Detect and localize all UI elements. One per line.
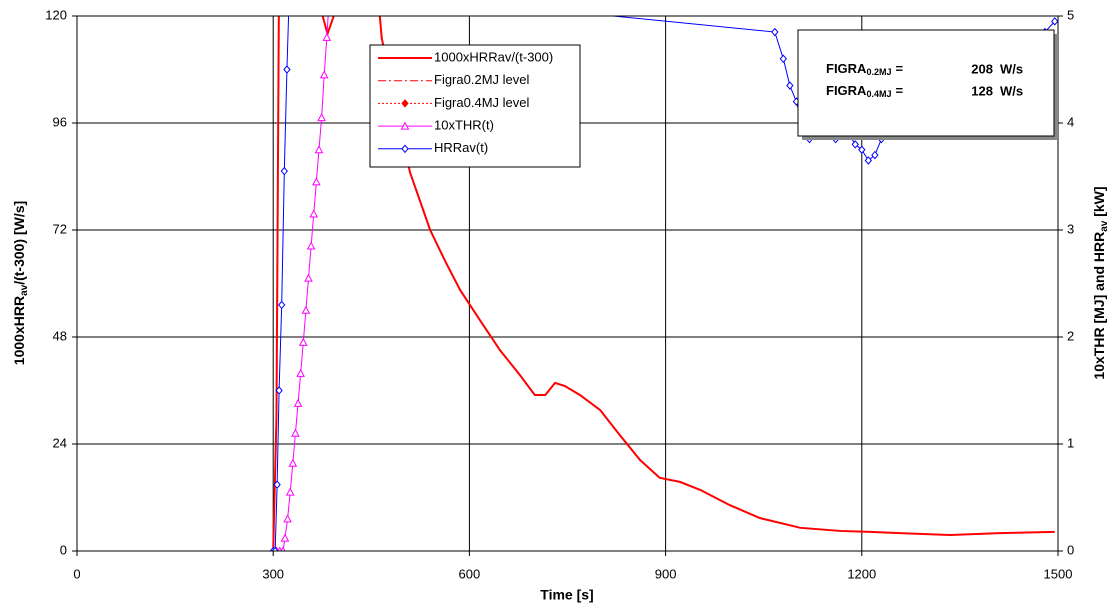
annotation-label: FIGRA0.4MJ =: [826, 83, 903, 99]
x-tick-label: 900: [655, 566, 677, 581]
y-title-main: 1000xHRR: [11, 296, 27, 365]
y-title-sub: av: [19, 284, 30, 296]
y2-tick-label: 1: [1067, 435, 1074, 450]
marker: [275, 386, 283, 395]
y2-tick-label: 4: [1067, 114, 1074, 129]
marker: [1051, 17, 1058, 26]
y-title-rest: /(t-300) [W/s]: [11, 201, 27, 285]
y2-title-sub: av: [1099, 220, 1110, 232]
marker: [291, 428, 300, 437]
legend-label: Figra0.2MJ level: [434, 72, 529, 87]
marker: [309, 209, 319, 218]
x-tick-label: 300: [262, 566, 284, 581]
marker: [298, 337, 308, 346]
marker: [401, 99, 409, 108]
y2-tick-label: 0: [1067, 542, 1074, 557]
y2-title-rest: [kW]: [1091, 186, 1107, 220]
marker: [304, 273, 313, 282]
x-tick-label: 1500: [1044, 566, 1073, 581]
y-tick-label: 96: [53, 114, 67, 129]
legend-label: 10xTHR(t): [434, 118, 494, 133]
y-tick-label: 72: [53, 221, 67, 236]
marker: [400, 121, 410, 130]
marker: [317, 113, 326, 122]
y-tick-label: 24: [53, 435, 67, 450]
annotation-value: 208: [971, 61, 993, 76]
y2-tick-label: 2: [1067, 328, 1074, 343]
marker: [283, 514, 292, 523]
plot-frame: [76, 15, 1059, 552]
marker: [293, 398, 303, 407]
annotation-unit: W/s: [1000, 83, 1023, 98]
annotation-unit: W/s: [1000, 61, 1023, 76]
y2-tick-label: 3: [1067, 221, 1074, 236]
annotation-frame: [797, 29, 1055, 137]
marker: [779, 54, 787, 64]
marker: [786, 81, 794, 90]
marker: [864, 156, 872, 165]
marker: [283, 65, 291, 74]
legend-label: 1000xHRRav/(t-300): [434, 49, 553, 64]
marker: [306, 241, 316, 250]
y2-axis-title: 10xTHR [MJ] and HRRav [kW]: [1091, 186, 1110, 379]
marker: [285, 487, 295, 496]
x-tick-label: 0: [73, 566, 80, 581]
marker: [771, 27, 779, 37]
marker: [312, 177, 321, 186]
marker: [273, 480, 281, 489]
marker: [401, 144, 409, 154]
legend-label: Figra0.4MJ level: [434, 95, 529, 110]
marker: [301, 305, 311, 314]
y2-tick-label: 5: [1067, 7, 1074, 22]
annotation-name: FIGRA: [826, 61, 867, 76]
annotation-sub: 0.4MJ: [866, 89, 891, 99]
y-axis-title: 1000xHRRav/(t-300) [W/s]: [11, 201, 30, 365]
y-tick-label: 48: [53, 328, 67, 343]
series-line: [273, 16, 329, 551]
annotation-value: 128: [971, 83, 993, 98]
annotation-sub: 0.2MJ: [866, 67, 891, 77]
marker: [280, 533, 290, 542]
y-tick-label: 0: [60, 542, 67, 557]
x-axis-title: Time [s]: [540, 587, 593, 603]
legend-label: HRRav(t): [434, 140, 488, 155]
legend: 1000xHRRav/(t-300) Figra0.2MJ level Figra0…: [369, 44, 581, 168]
marker: [296, 368, 306, 377]
series-line: [272, 16, 1055, 551]
annotation-eq: =: [895, 83, 903, 98]
marker: [858, 145, 866, 155]
x-tick-label: 1200: [847, 566, 876, 581]
annotation-eq: =: [895, 61, 903, 76]
y2-title-main: 10xTHR [MJ] and HRR: [1091, 232, 1107, 380]
annotation-name: FIGRA: [826, 83, 867, 98]
marker: [280, 166, 288, 176]
marker: [288, 458, 298, 467]
marker: [851, 140, 859, 149]
marker: [319, 70, 329, 79]
marker: [322, 32, 332, 41]
y-tick-label: 120: [45, 7, 67, 22]
x-tick-label: 600: [459, 566, 481, 581]
marker: [278, 300, 286, 310]
marker: [271, 546, 279, 551]
marker: [314, 145, 324, 154]
marker: [871, 150, 879, 160]
annotation-label: FIGRA0.2MJ =: [826, 61, 903, 77]
